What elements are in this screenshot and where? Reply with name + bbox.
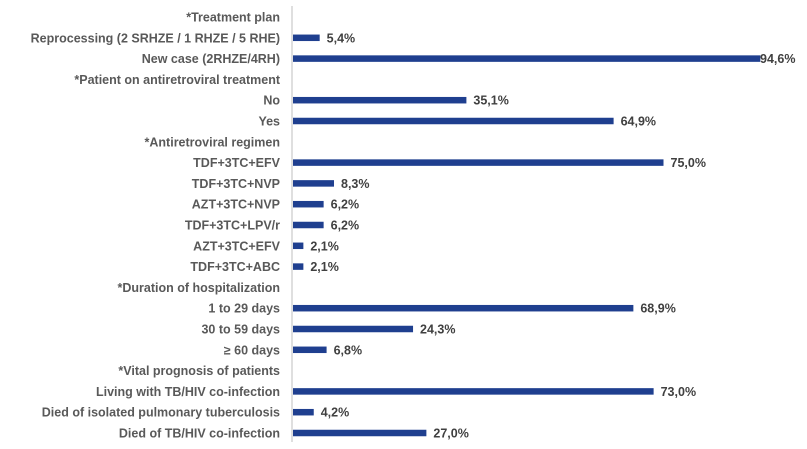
section-header-label: *Patient on antiretroviral treatment (74, 73, 280, 87)
value-label: 94,6% (760, 52, 795, 66)
section-header-label: *Treatment plan (186, 11, 280, 25)
value-labels: 5,4% 94,6% 35,1% 64,9% 75,0% 8,3% 6,2% 6,2% 2,1%… (310, 31, 795, 440)
bar (293, 34, 320, 42)
category-label: Yes (258, 115, 280, 129)
category-label: TDF+3TC+LPV/r (185, 219, 280, 233)
bar (293, 117, 614, 125)
value-label: 27,0% (433, 427, 468, 441)
bar (293, 304, 634, 312)
value-label: 8,3% (341, 177, 370, 191)
bar (293, 55, 761, 62)
category-labels: *Treatment plan Reprocessing (2 SRHZE / 1… (31, 11, 281, 441)
bar (293, 221, 324, 229)
category-label: 1 to 29 days (208, 302, 280, 316)
value-label: 68,9% (640, 302, 675, 316)
bar (293, 408, 314, 416)
value-label: 2,1% (310, 260, 339, 274)
value-label: 6,8% (334, 343, 363, 357)
bar (293, 96, 467, 104)
value-label: 4,2% (321, 406, 350, 420)
category-label: Living with TB/HIV co-infection (96, 385, 280, 399)
bars (293, 34, 761, 437)
category-label: Died of isolated pulmonary tuberculosis (42, 406, 280, 420)
bar (293, 159, 664, 166)
value-label: 6,2% (331, 198, 360, 212)
value-label: 64,9% (621, 115, 656, 129)
category-label: 30 to 59 days (201, 323, 280, 337)
category-label: Died of TB/HIV co-infection (119, 427, 280, 441)
bar (293, 242, 304, 250)
category-label: TDF+3TC+ABC (190, 260, 280, 274)
section-header-label: *Antiretroviral regimen (145, 135, 280, 149)
category-label: AZT+3TC+NVP (192, 198, 280, 212)
category-label: New case (2RHZE/4RH) (142, 52, 280, 66)
bar (293, 429, 427, 437)
value-label: 73,0% (661, 385, 696, 399)
value-label: 75,0% (671, 156, 706, 170)
value-label: 24,3% (420, 323, 455, 337)
value-label: 2,1% (310, 239, 339, 253)
bar (293, 263, 304, 270)
value-label: 35,1% (473, 94, 508, 108)
bar (293, 388, 654, 395)
section-header-label: *Vital prognosis of patients (118, 364, 280, 378)
value-label: 5,4% (327, 31, 356, 45)
section-header-label: *Duration of hospitalization (118, 281, 281, 295)
value-label: 6,2% (331, 219, 360, 233)
category-label: No (263, 94, 280, 108)
category-label: Reprocessing (2 SRHZE / 1 RHZE / 5 RHE) (31, 31, 280, 45)
category-label: AZT+3TC+EFV (193, 239, 280, 253)
category-label: ≥ 60 days (224, 343, 280, 357)
bar (293, 325, 414, 333)
category-label: TDF+3TC+EFV (193, 156, 280, 170)
bar (293, 346, 327, 354)
bar (293, 200, 324, 208)
bar (293, 180, 335, 187)
category-label: TDF+3TC+NVP (192, 177, 280, 191)
